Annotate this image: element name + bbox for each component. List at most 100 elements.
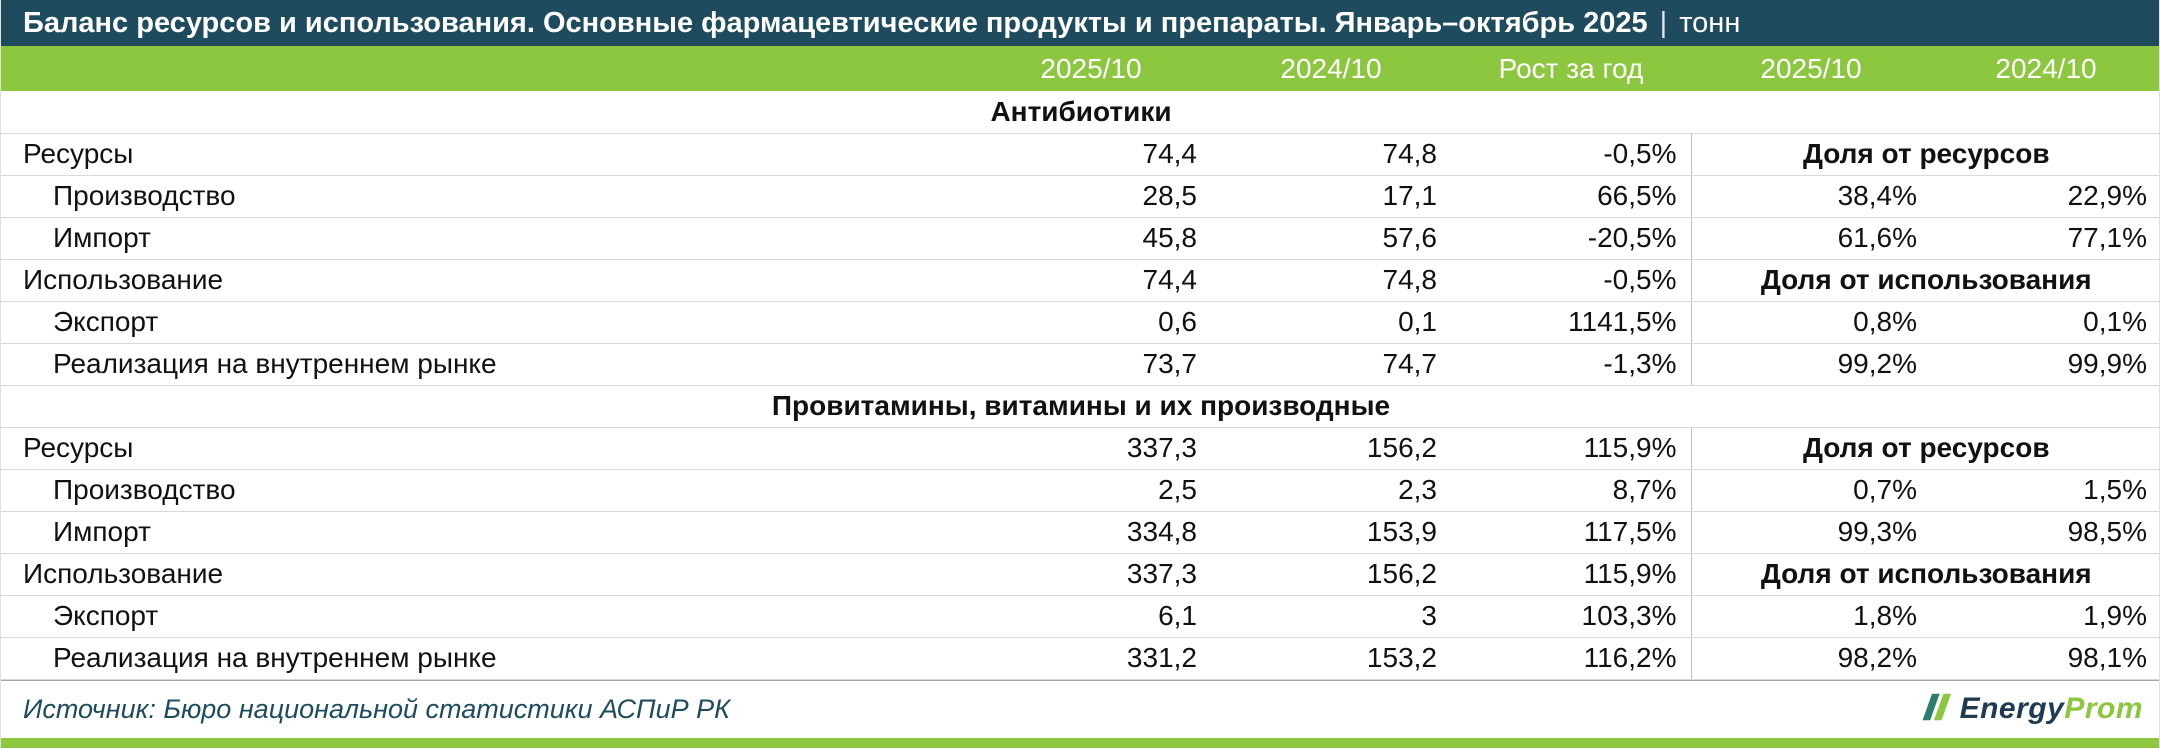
value-2024-10: 156,2 [1211, 427, 1451, 470]
column-header-empty [1, 46, 971, 91]
title-separator: | [1659, 6, 1668, 39]
value-2024-10: 153,2 [1211, 637, 1451, 680]
header-row: 2025/10 2024/10 Рост за год 2025/10 2024… [1, 46, 2159, 91]
share-2024-10: 77,1% [1931, 217, 2159, 260]
share-2025-10: 1,8% [1690, 595, 1931, 638]
value-2025-10: 45,8 [971, 217, 1211, 260]
logo-text-energy: Energy [1959, 692, 2065, 726]
growth-value: -1,3% [1451, 343, 1691, 386]
energyprom-logo: EnergyProm [1914, 688, 2143, 731]
share-2025-10: 38,4% [1690, 175, 1931, 218]
share-2025-10: 99,3% [1690, 511, 1931, 554]
row-label: Производство [1, 175, 971, 218]
value-2025-10: 74,4 [971, 133, 1211, 176]
section-row: Антибиотики [1, 91, 2159, 134]
row-label: Импорт [1, 511, 971, 554]
table-row: Экспорт 0,6 0,1 1141,5% 0,8% 0,1% [1, 301, 2159, 344]
table-row: Импорт 334,8 153,9 117,5% 99,3% 98,5% [1, 511, 2159, 554]
table-row: Реализация на внутреннем рынке 331,2 153… [1, 637, 2159, 680]
row-label: Реализация на внутреннем рынке [1, 343, 971, 386]
logo-text-prom: Prom [2064, 692, 2143, 726]
column-header-2025: 2025/10 [971, 46, 1211, 91]
value-2024-10: 17,1 [1211, 175, 1451, 218]
growth-value: 103,3% [1451, 595, 1691, 638]
growth-value: 115,9% [1451, 553, 1691, 596]
value-2025-10: 0,6 [971, 301, 1211, 344]
growth-value: 116,2% [1451, 637, 1691, 680]
value-2024-10: 74,8 [1211, 259, 1451, 302]
share-2024-10: 0,1% [1931, 301, 2159, 344]
share-2025-10: 61,6% [1690, 217, 1931, 260]
page-title: Баланс ресурсов и использования. Основны… [23, 6, 1648, 39]
share-2024-10: 1,5% [1931, 469, 2159, 512]
table-row: Ресурсы 337,3 156,2 115,9% Доля от ресур… [1, 427, 2159, 470]
value-2024-10: 2,3 [1211, 469, 1451, 512]
balance-table: 2025/10 2024/10 Рост за год 2025/10 2024… [1, 46, 2159, 680]
bottom-accent-bar [1, 738, 2159, 748]
value-2024-10: 0,1 [1211, 301, 1451, 344]
growth-value: -20,5% [1451, 217, 1691, 260]
share-group-title: Доля от ресурсов [1690, 427, 2159, 470]
row-label: Импорт [1, 217, 971, 260]
row-label: Ресурсы [1, 133, 971, 176]
table-row: Ресурсы 74,4 74,8 -0,5% Доля от ресурсов [1, 133, 2159, 176]
growth-value: 117,5% [1451, 511, 1691, 554]
share-2025-10: 0,7% [1690, 469, 1931, 512]
share-2024-10: 98,5% [1931, 511, 2159, 554]
value-2025-10: 2,5 [971, 469, 1211, 512]
row-label: Экспорт [1, 595, 971, 638]
share-2025-10: 0,8% [1690, 301, 1931, 344]
section-title: Провитамины, витамины и их производные [1, 385, 2159, 428]
table-row: Использование 74,4 74,8 -0,5% Доля от ис… [1, 259, 2159, 302]
row-label: Экспорт [1, 301, 971, 344]
table-row: Производство 28,5 17,1 66,5% 38,4% 22,9% [1, 175, 2159, 218]
value-2025-10: 74,4 [971, 259, 1211, 302]
value-2024-10: 156,2 [1211, 553, 1451, 596]
table-row: Производство 2,5 2,3 8,7% 0,7% 1,5% [1, 469, 2159, 512]
value-2024-10: 153,9 [1211, 511, 1451, 554]
title-bar: Баланс ресурсов и использования. Основны… [1, 0, 2159, 46]
value-2025-10: 337,3 [971, 427, 1211, 470]
value-2025-10: 337,3 [971, 553, 1211, 596]
row-label: Ресурсы [1, 427, 971, 470]
row-label: Использование [1, 259, 971, 302]
share-2024-10: 1,9% [1931, 595, 2159, 638]
share-2024-10: 99,9% [1931, 343, 2159, 386]
growth-value: 8,7% [1451, 469, 1691, 512]
row-label: Использование [1, 553, 971, 596]
table-row: Реализация на внутреннем рынке 73,7 74,7… [1, 343, 2159, 386]
share-2024-10: 98,1% [1931, 637, 2159, 680]
growth-value: 115,9% [1451, 427, 1691, 470]
value-2025-10: 6,1 [971, 595, 1211, 638]
share-group-title: Доля от использования [1690, 553, 2159, 596]
section-row: Провитамины, витамины и их производные [1, 385, 2159, 428]
table-row: Экспорт 6,1 3 103,3% 1,8% 1,9% [1, 595, 2159, 638]
growth-value: 66,5% [1451, 175, 1691, 218]
column-header-growth: Рост за год [1451, 46, 1691, 91]
table-row: Использование 337,3 156,2 115,9% Доля от… [1, 553, 2159, 596]
column-header-share-2025: 2025/10 [1691, 46, 1931, 91]
share-2025-10: 98,2% [1690, 637, 1931, 680]
growth-value: 1141,5% [1451, 301, 1691, 344]
energyprom-logo-icon [1914, 688, 1952, 731]
growth-value: -0,5% [1451, 133, 1691, 176]
title-unit: тонн [1679, 6, 1741, 39]
share-2025-10: 99,2% [1690, 343, 1931, 386]
table-row: Импорт 45,8 57,6 -20,5% 61,6% 77,1% [1, 217, 2159, 260]
value-2024-10: 74,7 [1211, 343, 1451, 386]
share-group-title: Доля от использования [1690, 259, 2159, 302]
energyprom-logo-text: EnergyProm [1960, 692, 2143, 726]
value-2025-10: 28,5 [971, 175, 1211, 218]
share-group-title: Доля от ресурсов [1690, 133, 2159, 176]
growth-value: -0,5% [1451, 259, 1691, 302]
column-header-share-2024: 2024/10 [1931, 46, 2159, 91]
column-header-2024: 2024/10 [1211, 46, 1451, 91]
value-2025-10: 73,7 [971, 343, 1211, 386]
value-2025-10: 331,2 [971, 637, 1211, 680]
value-2025-10: 334,8 [971, 511, 1211, 554]
share-2024-10: 22,9% [1931, 175, 2159, 218]
source-note: Источник: Бюро национальной статистики А… [23, 693, 731, 724]
value-2024-10: 3 [1211, 595, 1451, 638]
section-title: Антибиотики [1, 91, 2159, 134]
